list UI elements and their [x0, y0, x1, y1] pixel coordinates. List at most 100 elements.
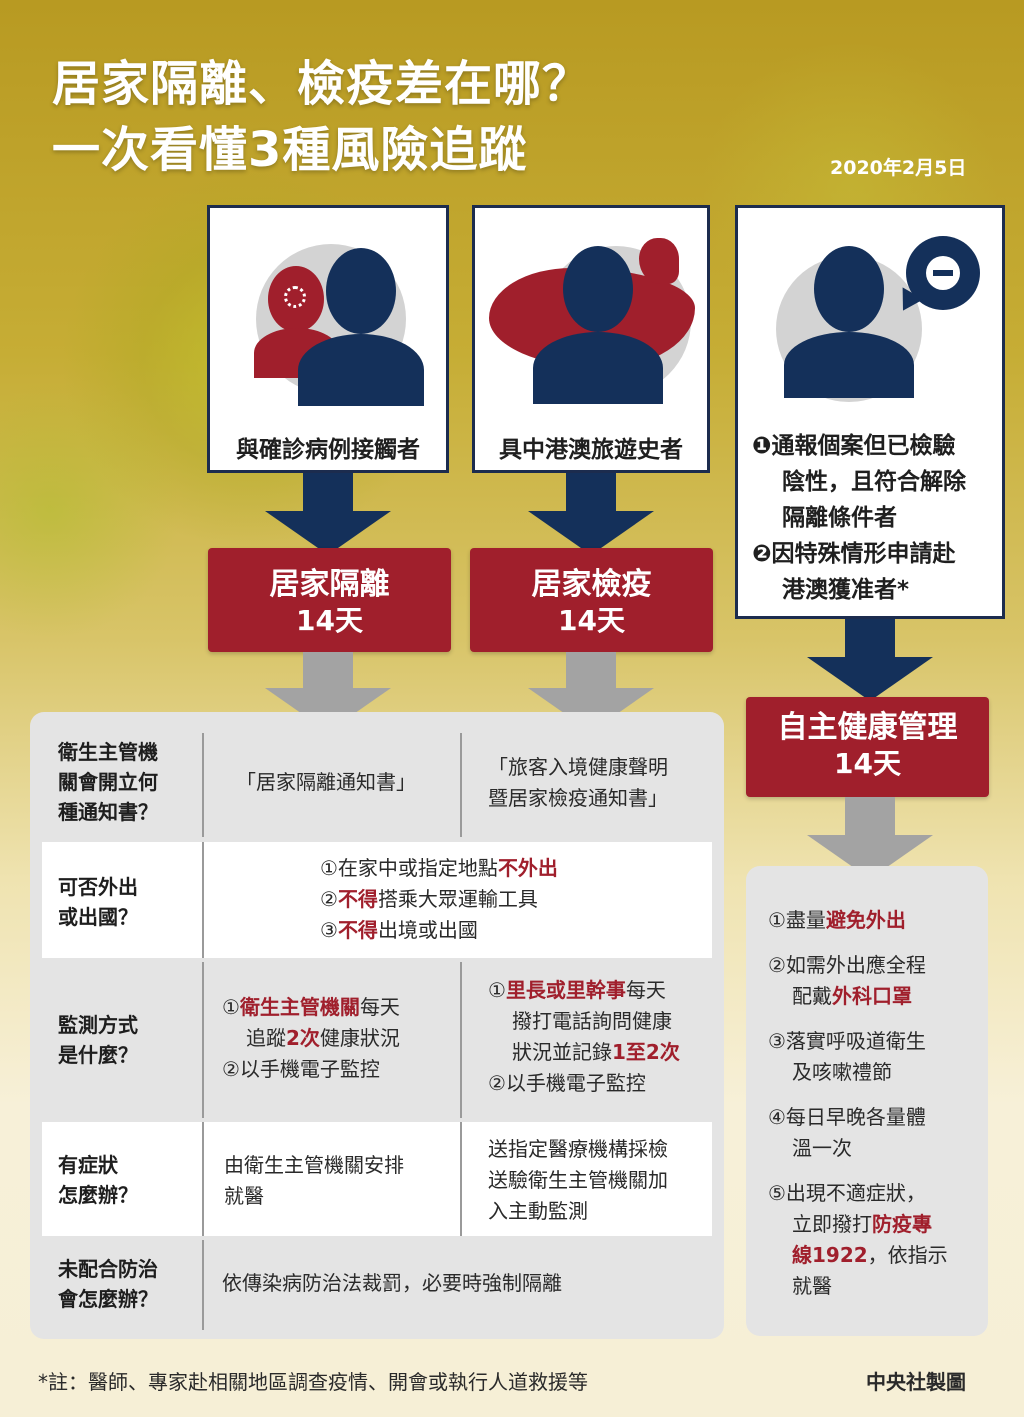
self-item-1: ①盡量 — [768, 908, 826, 932]
navy-arrow-2 — [566, 473, 616, 511]
self-health-management-days: 14天 — [834, 747, 901, 780]
self-management-card: ❶通報個案但已檢驗 陰性，且符合解除 隔離條件者 ❷因特殊情形申請赴 港澳獲准者… — [735, 205, 1005, 619]
self-item-3-line-2: 及咳嗽禮節 — [792, 1060, 892, 1084]
row-outing-question-line-1: 可否外出 — [58, 875, 138, 899]
credit: 中央社製圖 — [866, 1370, 966, 1394]
condition-1-line-3: 隔離條件者 — [782, 505, 897, 531]
page-title: 居家隔離、檢疫差在哪？ — [52, 56, 592, 112]
outing-rule-2: 搭乘大眾運輸工具 — [377, 887, 538, 911]
virus-background-icon — [0, 380, 180, 640]
monitor-qua-2: 撥打電話詢問健康 — [512, 1009, 672, 1033]
row-symptoms-band — [42, 1122, 712, 1236]
row-notice-question-line-3: 種通知書？ — [58, 800, 158, 824]
monitor-qua-1-highlight: 里長或里幹事 — [505, 978, 626, 1002]
contact-person-icon — [248, 224, 424, 406]
divider — [202, 1122, 204, 1236]
monitor-qua-1-marker: ① — [488, 978, 506, 1002]
divider — [202, 733, 204, 837]
travel-card-label: 具中港澳旅遊史者 — [499, 437, 683, 463]
divider — [202, 1240, 204, 1330]
row-symptoms-question: 有症狀 怎麼辦？ — [58, 1150, 138, 1210]
home-isolation-days: 14天 — [296, 604, 363, 637]
symptoms-iso-line-1: 由衛生主管機關安排 — [224, 1153, 404, 1177]
row-monitoring-question: 監測方式 是什麼？ — [58, 1010, 138, 1070]
monitor-qua-1: 每天 — [625, 978, 666, 1002]
self-item-5-line-2: 立即撥打 — [792, 1212, 872, 1236]
condition-2-line-2: 港澳獲准者* — [782, 577, 910, 603]
row-notice-quarantine-answer: 「旅客入境健康聲明 暨居家檢疫通知書」 — [488, 752, 668, 814]
monitor-iso-1-highlight: 衛生主管機關 — [239, 995, 360, 1019]
condition-1-line-2: 陰性，且符合解除 — [782, 469, 966, 495]
row-notice-question: 衛生主管機 關會開立何 種通知書？ — [58, 737, 158, 827]
monitor-qua-4: ②以手機電子監控 — [488, 1071, 646, 1095]
row-monitoring-quarantine-answer: ①里長或里幹事每天 撥打電話詢問健康 狀況並記錄1至2次 ②以手機電子監控 — [488, 975, 680, 1099]
monitor-iso-1-marker: ① — [222, 995, 240, 1019]
self-management-conditions: ❶通報個案但已檢驗 陰性，且符合解除 隔離條件者 ❷因特殊情形申請赴 港澳獲准者… — [752, 428, 1002, 608]
contact-card: 與確診病例接觸者 — [207, 205, 449, 473]
divider — [202, 842, 204, 958]
row-symptoms-quarantine-answer: 送指定醫療機構採檢 送驗衛生主管機關加 入主動監測 — [488, 1134, 668, 1227]
outing-rule-1-highlight: 不外出 — [497, 856, 558, 880]
row-notice-quarantine-line-2: 暨居家檢疫通知書」 — [488, 786, 668, 810]
self-item-5-line-1: ⑤出現不適症狀， — [768, 1181, 926, 1205]
outing-rule-3: 出境或出國 — [377, 918, 478, 942]
home-quarantine-label: 居家檢疫 — [531, 567, 652, 602]
outing-rule-1: ①在家中或指定地點 — [320, 856, 498, 880]
row-outing-shared-answer: ①在家中或指定地點不外出 ②不得搭乘大眾運輸工具 ③不得出境或出國 — [320, 853, 558, 946]
self-item-5-highlight-2: 線1922 — [792, 1243, 868, 1267]
self-item-1-highlight: 避免外出 — [825, 908, 906, 932]
travel-card: 具中港澳旅遊史者 — [472, 205, 710, 473]
publish-date: 2020年2月5日 — [830, 157, 967, 179]
china-map-icon — [489, 228, 699, 404]
home-quarantine-days: 14天 — [558, 604, 625, 637]
divider — [202, 962, 204, 1118]
row-monitoring-question-line-1: 監測方式 — [58, 1013, 138, 1037]
virus-speech-bubble-icon — [770, 222, 990, 402]
monitor-qua-3-highlight: 1至2次 — [612, 1040, 680, 1064]
self-health-management-label: 自主健康管理 — [777, 710, 958, 745]
outing-rule-3-highlight: 不得 — [337, 918, 378, 942]
self-item-5-line-4: 就醫 — [792, 1274, 832, 1298]
row-outing-question: 可否外出 或出國？ — [58, 872, 138, 932]
monitor-iso-2-tail: 健康狀況 — [319, 1026, 400, 1050]
self-management-panel — [746, 866, 988, 1336]
navy-arrow-1-head — [265, 511, 391, 555]
row-notice-isolation-answer: 「居家隔離通知書」 — [236, 770, 416, 794]
outing-rule-3-marker: ③ — [320, 918, 338, 942]
navy-arrow-2-head — [528, 511, 654, 555]
row-penalty-answer: 依傳染病防治法裁罰，必要時強制隔離 — [222, 1271, 562, 1295]
row-notice-question-line-1: 衛生主管機 — [58, 740, 158, 764]
condition-1-line-1: 通報個案但已檢驗 — [771, 433, 956, 459]
monitor-iso-2: 追蹤 — [246, 1026, 286, 1050]
outing-rule-2-highlight: 不得 — [337, 887, 378, 911]
monitor-iso-1: 每天 — [359, 995, 400, 1019]
condition-2-line-1: 因特殊情形申請赴 — [771, 541, 956, 567]
divider — [460, 1122, 462, 1236]
gray-arrow-3 — [845, 797, 895, 835]
row-notice-quarantine-line-1: 「旅客入境健康聲明 — [488, 755, 668, 779]
self-item-4-line-2: 溫一次 — [792, 1136, 852, 1160]
self-item-3-line-1: ③落實呼吸道衛生 — [768, 1029, 926, 1053]
row-symptoms-question-line-1: 有症狀 — [58, 1153, 118, 1177]
self-item-4-line-1: ④每日早晚各量體 — [768, 1105, 926, 1129]
self-item-2-line-1: ②如需外出應全程 — [768, 953, 926, 977]
row-symptoms-question-line-2: 怎麼辦？ — [58, 1183, 138, 1207]
self-item-5-line-3: ，依指示 — [867, 1243, 948, 1267]
row-monitoring-isolation-answer: ①衛生主管機關每天 追蹤2次健康狀況 ②以手機電子監控 — [222, 992, 400, 1085]
row-symptoms-isolation-answer: 由衛生主管機關安排 就醫 — [224, 1150, 404, 1212]
navy-arrow-3 — [845, 619, 895, 657]
row-monitoring-question-line-2: 是什麼？ — [58, 1043, 138, 1067]
page-subtitle: 一次看懂3種風險追蹤 — [52, 122, 528, 178]
row-outing-question-line-2: 或出國？ — [58, 905, 138, 929]
row-penalty-question: 未配合防治 會怎麼辦？ — [58, 1254, 158, 1314]
outing-rule-2-marker: ② — [320, 887, 338, 911]
symptoms-qua-line-1: 送指定醫療機構採檢 — [488, 1137, 668, 1161]
gray-arrow-2 — [566, 652, 616, 688]
monitor-iso-3: ②以手機電子監控 — [222, 1057, 380, 1081]
navy-arrow-1 — [303, 473, 353, 511]
symptoms-iso-line-2: 就醫 — [224, 1184, 264, 1208]
home-isolation-box: 居家隔離 14天 — [208, 548, 451, 652]
row-outing-band — [42, 842, 712, 958]
self-item-2-highlight: 外科口罩 — [832, 984, 912, 1008]
self-item-5-highlight-1: 防疫專 — [872, 1212, 932, 1236]
